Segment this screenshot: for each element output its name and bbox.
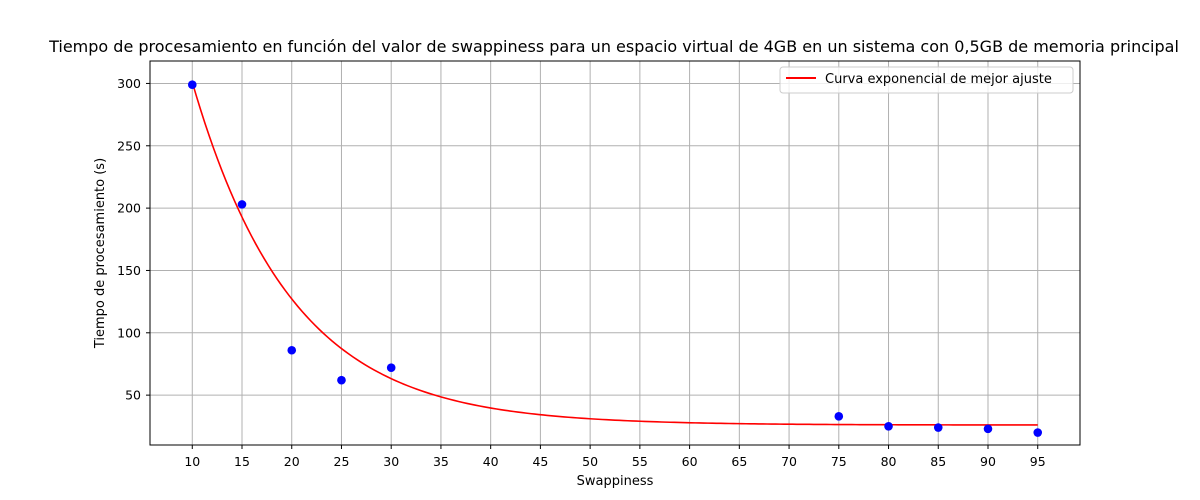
x-tick-label: 80: [881, 454, 897, 469]
y-tick-label: 250: [117, 138, 141, 153]
data-point: [337, 375, 346, 385]
y-tick-label: 100: [117, 325, 141, 340]
y-tick-label: 150: [117, 263, 141, 278]
chart-title: Tiempo de procesamiento en función del v…: [48, 37, 1179, 56]
fit-curve-layer: [191, 81, 1038, 426]
data-points: [187, 80, 1043, 437]
x-tick-label: 55: [632, 454, 648, 469]
data-point: [1033, 428, 1043, 437]
data-point: [386, 363, 396, 373]
x-tick-label: 20: [284, 454, 300, 469]
y-tick-label: 200: [117, 201, 141, 216]
data-point: [834, 412, 844, 421]
x-tick-label: 25: [334, 454, 350, 469]
data-point: [933, 423, 943, 432]
x-tick-label: 85: [930, 454, 946, 469]
x-tick-label: 90: [980, 454, 996, 469]
data-point: [983, 424, 993, 434]
y-tick-label: 50: [125, 388, 141, 403]
y-tick-label: 300: [117, 76, 141, 91]
x-tick-label: 35: [433, 454, 449, 469]
y-axis-ticks: 50 100 150 200 250 300: [117, 76, 150, 403]
x-axis-label: Swappiness: [577, 474, 654, 489]
x-tick-label: 50: [582, 454, 598, 469]
legend-box: [779, 66, 1074, 94]
x-tick-label: 45: [532, 454, 548, 469]
x-tick-label: 60: [682, 454, 698, 469]
plot-frame: [149, 60, 1081, 446]
data-point: [884, 421, 893, 431]
legend-label-fit-curve: Curva exponencial de mejor ajuste: [825, 72, 1052, 87]
x-tick-label: 10: [184, 454, 200, 469]
x-tick-label: 70: [781, 454, 797, 469]
x-tick-label: 40: [483, 454, 499, 469]
legend: Curva exponencial de mejor ajuste: [779, 66, 1074, 94]
fit-curve-line: [191, 81, 1038, 426]
x-tick-label: 30: [383, 454, 399, 469]
data-point: [237, 200, 247, 209]
x-axis-ticks: 10 15 20 25 30 35 40 45 50 55 60 65 70 75 80 85 90 95: [184, 445, 1046, 469]
x-tick-label: 15: [234, 454, 250, 469]
data-point: [187, 80, 197, 89]
grid: [150, 61, 1080, 445]
x-tick-label: 75: [831, 454, 847, 469]
data-point: [287, 345, 297, 355]
x-tick-label: 95: [1030, 454, 1046, 469]
y-axis-label: Tiempo de procesamiento (s): [93, 158, 108, 349]
x-tick-label: 65: [731, 454, 747, 469]
